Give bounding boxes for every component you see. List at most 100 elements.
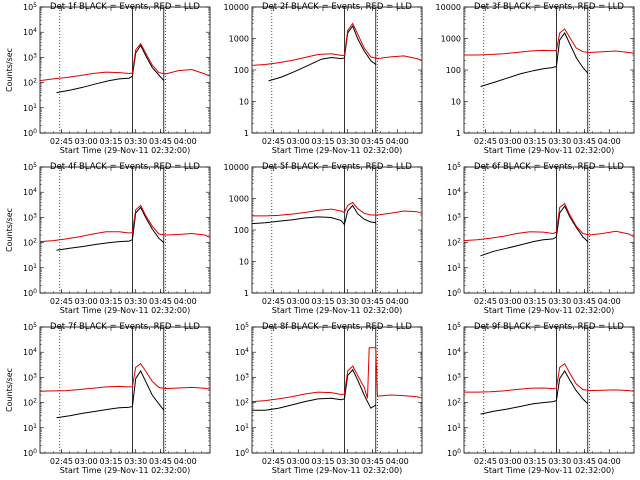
y-tick-label: 102 [235, 398, 249, 408]
y-tick-label: 1000 [441, 35, 461, 44]
x-tick-label: 03:15 [523, 457, 546, 466]
lld-series-line [464, 362, 635, 393]
plot-frame [251, 166, 423, 294]
y-tick-label: 103 [235, 372, 249, 382]
y-tick-label: 10000 [224, 163, 249, 172]
y-tick-label: 104 [447, 347, 461, 357]
x-tick-label: 03:45 [361, 137, 384, 146]
x-axis-label: Start Time (29-Nov-11 02:32:00) [484, 146, 614, 155]
x-tick-label: 04:00 [174, 297, 197, 306]
events-series-line [56, 369, 165, 419]
x-tick-label: 04:00 [598, 137, 621, 146]
x-tick-label: 04:00 [174, 137, 197, 146]
chart-panel-2: Det 2f BLACK = Events, RED = LLD 1 10 100 10… [224, 2, 423, 155]
y-tick-label: 1000 [229, 35, 249, 44]
x-tick-label: 03:30 [124, 297, 147, 306]
x-tick-label: 04:00 [386, 297, 409, 306]
y-tick-label: 105 [23, 322, 37, 332]
y-tick-label: 101 [23, 423, 37, 433]
lld-series-line [251, 22, 423, 66]
chart-title: Det 3f BLACK = Events, RED = LLD [474, 2, 624, 12]
plot-frame [251, 326, 423, 454]
events-series-line [480, 205, 589, 257]
x-tick-label: 03:15 [311, 137, 334, 146]
y-tick-label: 103 [23, 212, 37, 222]
x-tick-label: 04:00 [386, 137, 409, 146]
chart-panel-4: Det 4f BLACK = Events, RED = LLD 100 101 10… [5, 162, 211, 315]
y-tick-label: 102 [447, 238, 461, 248]
y-tick-label: 101 [23, 103, 37, 113]
x-tick-label: 03:30 [336, 137, 359, 146]
x-tick-label: 03:15 [99, 137, 122, 146]
x-tick-label: 03:00 [75, 457, 98, 466]
y-tick-label: 101 [447, 263, 461, 273]
lld-series-line [39, 362, 211, 392]
y-tick-label: 1 [456, 129, 461, 138]
x-tick-label: 03:15 [99, 457, 122, 466]
chart-title: Det 9f BLACK = Events, RED = LLD [474, 322, 624, 332]
y-tick-label: 105 [447, 322, 461, 332]
events-series-line [251, 204, 376, 226]
lld-series-line [39, 204, 211, 243]
y-axis-label: Counts/sec [5, 368, 14, 412]
x-tick-label: 03:00 [499, 297, 522, 306]
x-tick-label: 03:15 [99, 297, 122, 306]
y-tick-label: 10 [451, 98, 461, 107]
plot-frame [251, 6, 423, 134]
x-tick-label: 03:15 [311, 457, 334, 466]
x-tick-label: 03:00 [287, 457, 310, 466]
y-tick-label: 100 [234, 226, 249, 235]
x-tick-label: 03:30 [548, 137, 571, 146]
x-axis-label: Start Time (29-Nov-11 02:32:00) [60, 146, 190, 155]
y-tick-label: 104 [23, 187, 37, 197]
x-tick-label: 03:00 [287, 137, 310, 146]
x-axis-label: Start Time (29-Nov-11 02:32:00) [272, 466, 402, 475]
chart-panel-7: Det 7f BLACK = Events, RED = LLD 100 101 10… [5, 322, 211, 475]
x-tick-label: 04:00 [598, 297, 621, 306]
x-axis-label: Start Time (29-Nov-11 02:32:00) [272, 146, 402, 155]
lld-series-line [464, 28, 635, 56]
y-axis-label: Counts/sec [5, 48, 14, 92]
y-tick-label: 104 [23, 27, 37, 37]
plot-frame [463, 6, 635, 134]
x-tick-label: 03:30 [124, 137, 147, 146]
y-tick-label: 105 [235, 322, 249, 332]
chart-panel-9: Det 9f BLACK = Events, RED = LLD 100 101 10… [447, 322, 635, 475]
plot-frame [39, 326, 211, 454]
chart-title: Det 6f BLACK = Events, RED = LLD [474, 162, 624, 172]
y-tick-label: 100 [234, 66, 249, 75]
x-tick-label: 02:45 [262, 137, 285, 146]
x-tick-label: 02:45 [262, 297, 285, 306]
chart-title: Det 1f BLACK = Events, RED = LLD [50, 2, 200, 12]
x-tick-label: 03:45 [573, 137, 596, 146]
x-tick-label: 03:45 [361, 457, 384, 466]
x-tick-label: 02:45 [50, 137, 73, 146]
x-tick-label: 02:45 [474, 297, 497, 306]
y-tick-label: 102 [447, 398, 461, 408]
events-series-line [56, 44, 165, 94]
x-tick-label: 02:45 [474, 137, 497, 146]
lld-series-line [251, 347, 423, 403]
x-tick-label: 03:45 [149, 297, 172, 306]
y-tick-label: 100 [23, 448, 37, 458]
y-tick-label: 10 [239, 98, 249, 107]
y-axis-label: Counts/sec [5, 208, 14, 252]
x-tick-label: 03:00 [287, 297, 310, 306]
x-tick-label: 03:45 [149, 457, 172, 466]
chart-panel-6: Det 6f BLACK = Events, RED = LLD 100 101 10… [447, 162, 635, 315]
y-tick-label: 102 [23, 238, 37, 248]
chart-panel-8: Det 8f BLACK = Events, RED = LLD 100 101 10… [235, 322, 423, 475]
y-tick-label: 1 [244, 129, 249, 138]
x-axis-label: Start Time (29-Nov-11 02:32:00) [484, 306, 614, 315]
x-tick-label: 03:15 [311, 297, 334, 306]
chart-panel-1: Det 1f BLACK = Events, RED = LLD 100 101 10… [5, 2, 211, 155]
x-axis-label: Start Time (29-Nov-11 02:32:00) [484, 466, 614, 475]
y-tick-label: 100 [23, 128, 37, 138]
chart-title: Det 5f BLACK = Events, RED = LLD [262, 162, 412, 172]
y-tick-label: 100 [447, 288, 461, 298]
y-tick-label: 100 [446, 66, 461, 75]
chart-title: Det 2f BLACK = Events, RED = LLD [262, 2, 412, 12]
x-tick-label: 03:00 [75, 297, 98, 306]
plot-frame [463, 166, 635, 294]
y-tick-label: 100 [235, 448, 249, 458]
